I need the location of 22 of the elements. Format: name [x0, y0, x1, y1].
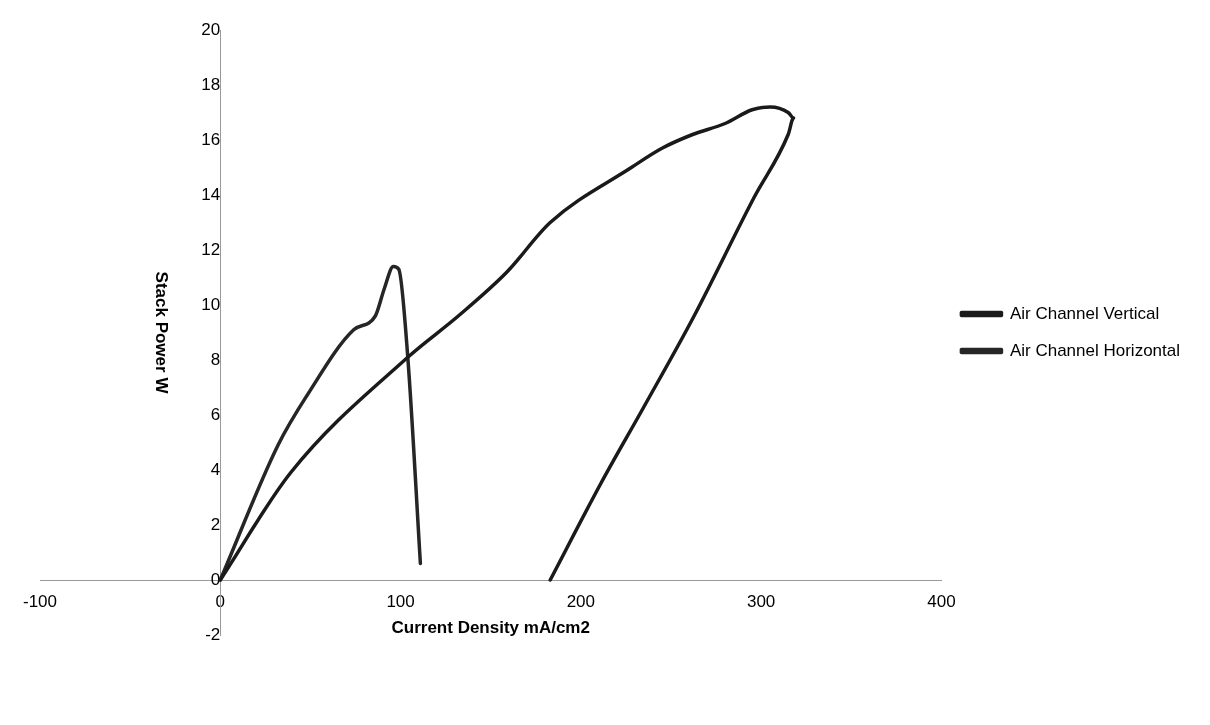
y-tick-label: 2 [210, 514, 221, 534]
x-axis-title: Current Density mA/cm2 [391, 618, 590, 638]
x-tick-label: 400 [927, 591, 956, 611]
x-tick-label: 200 [566, 591, 596, 611]
y-tick-label: 14 [201, 184, 221, 204]
y-tick-label: -2 [205, 624, 221, 644]
y-tick-label: 6 [210, 404, 221, 424]
x-tick-label: 100 [386, 591, 415, 611]
y-tick-label: 0 [210, 569, 221, 589]
y-tick-label: 12 [201, 239, 221, 259]
y-axis-title: Stack Power W [152, 271, 172, 395]
x-tick-label: -100 [22, 591, 58, 611]
y-tick-label: 20 [201, 19, 221, 39]
legend-label: Air Channel Horizontal [1009, 340, 1181, 360]
y-tick-label: 8 [210, 349, 221, 369]
y-tick-label: 18 [201, 74, 221, 94]
y-tick-label: 10 [201, 294, 221, 314]
y-tick-label: 16 [201, 129, 221, 149]
x-tick-label: 300 [746, 591, 776, 611]
y-tick-label: 4 [210, 459, 221, 479]
line-series [218, 105, 796, 582]
legend-label: Air Channel Vertical [1009, 303, 1160, 323]
